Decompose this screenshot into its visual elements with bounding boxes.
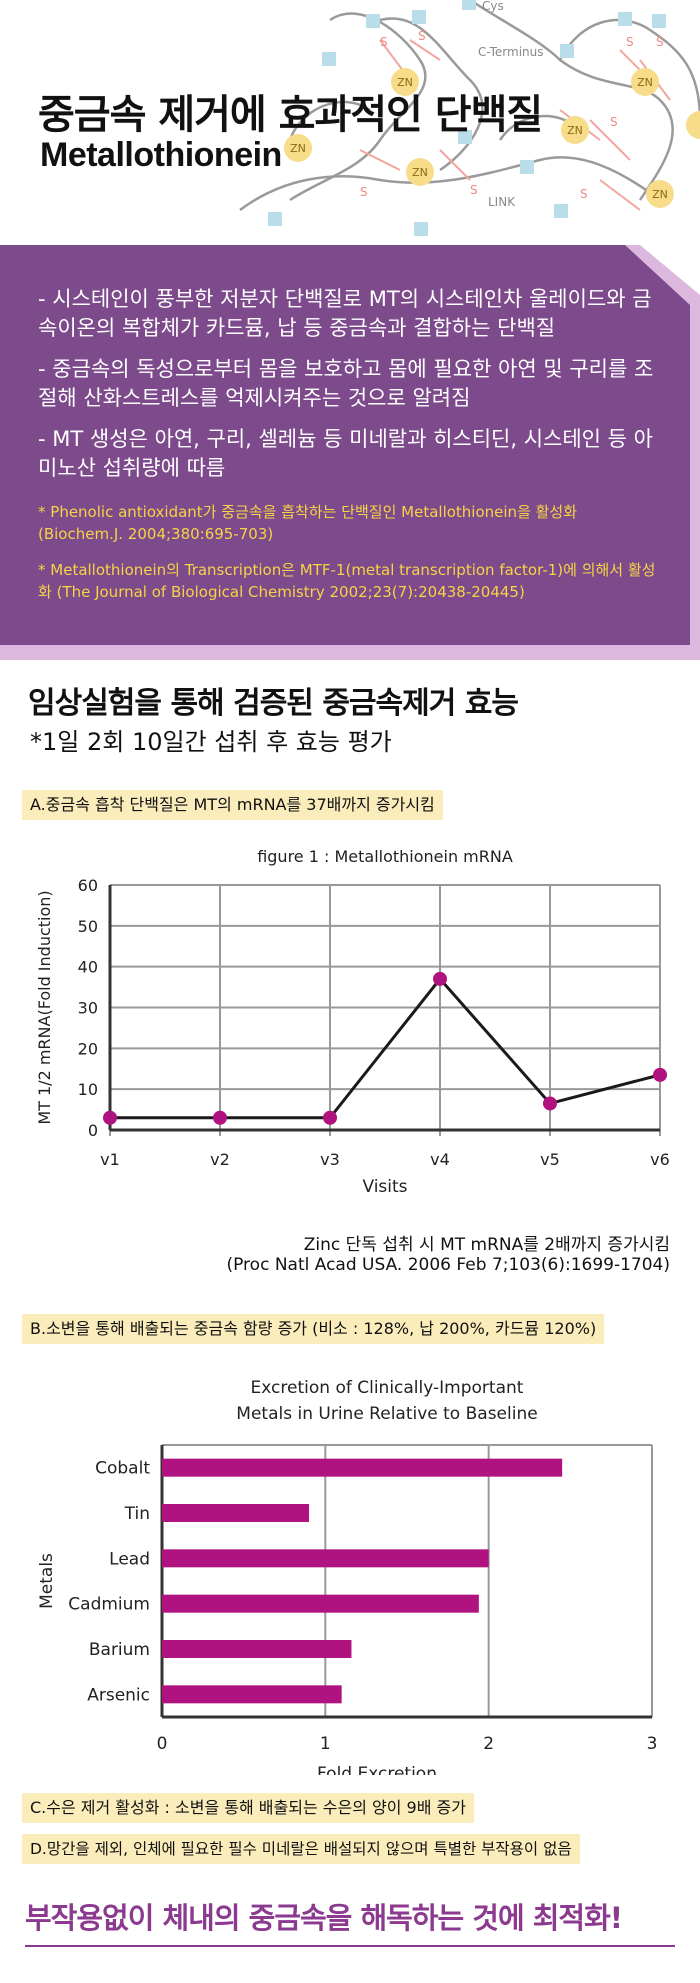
zn-label: ZN (652, 188, 668, 201)
c-terminus-label: C-Terminus (478, 45, 544, 59)
s-label: S (380, 35, 388, 49)
finding-badge-b: B.소변을 통해 배출되는 중금속 함량 증가 (비소 : 128%, 납 20… (22, 1314, 605, 1344)
zn-label: ZN (637, 76, 653, 89)
intro-bullet: - 중금속의 독성으로부터 몸을 보호하고 몸에 필요한 아연 및 구리를 조절… (38, 357, 654, 410)
data-point (433, 971, 447, 986)
zn-label: ZN (290, 142, 306, 155)
x-tick-label: v1 (100, 1150, 120, 1169)
zn-label: ZN (412, 166, 428, 179)
section-title: 임상실험을 통해 검증된 중금속제거 효능 (28, 686, 519, 721)
y-tick-label: Cadmium (68, 1595, 150, 1615)
mrna-line-chart: figure 1 : Metallothionein mRNA 0 10 20 30 40… (35, 847, 670, 1197)
y-axis-label: Metals (37, 1553, 57, 1609)
series-line (110, 976, 661, 1120)
finding-badge-a: A.중금속 흡착 단백질은 MT의 mRNA를 37배까지 증가시킴 (22, 790, 443, 820)
y-axis-label: MT 1/2 mRNA(Fold Induction) (35, 890, 54, 1124)
s-label: S (580, 187, 588, 201)
y-tick-label: Arsenic (87, 1685, 150, 1705)
y-tick-label: 50 (78, 917, 98, 936)
bar (162, 1685, 342, 1704)
link-label: LINK (488, 195, 516, 209)
chart-title: figure 1 : Metallothionein mRNA (257, 847, 513, 866)
y-tick-label: 20 (78, 1039, 98, 1058)
page-title: 중금속 제거에 효과적인 단백질 (38, 92, 543, 138)
cys-label: Cys (482, 0, 504, 13)
y-tick-label: Barium (89, 1640, 150, 1660)
closing-divider (25, 1945, 675, 1947)
reference-note: * Phenolic antioxidant가 중금속을 흡착하는 단백질인 M… (38, 503, 578, 543)
excretion-bar-chart: Excretion of Clinically-Important Metals … (37, 1378, 658, 1775)
molecule-structure-illustration: ZN ZN ZN ZN ZN ZN S S S S S S S S Cys C-… (239, 0, 700, 236)
zn-label: ZN (397, 76, 413, 89)
s-label: S (610, 115, 618, 129)
x-tick-label: 3 (647, 1734, 658, 1754)
data-point (653, 1067, 667, 1082)
x-tick-label: 2 (483, 1734, 494, 1754)
s-label: S (656, 35, 664, 49)
section-subtitle: *1일 2회 10일간 섭취 후 효능 평가 (30, 728, 392, 756)
x-axis-label: Visits (362, 1177, 407, 1197)
s-label: S (626, 35, 634, 49)
y-tick-label: Cobalt (95, 1459, 150, 1479)
data-point (103, 1110, 117, 1125)
zn-label: ZN (567, 124, 583, 137)
bar (162, 1549, 489, 1568)
bar (162, 1640, 352, 1658)
s-label: S (418, 29, 426, 43)
data-point (543, 1096, 557, 1111)
s-label: S (470, 183, 478, 197)
zinc-reference: (Proc Natl Acad USA. 2006 Feb 7;103(6):1… (226, 1255, 670, 1275)
x-tick-label: v6 (650, 1150, 670, 1169)
data-point (213, 1110, 227, 1125)
y-tick-label: 60 (78, 876, 98, 895)
intro-bullet: - MT 생성은 아연, 구리, 셀레늄 등 미네랄과 히스티딘, 시스테인 등… (38, 427, 653, 480)
x-tick-label: v2 (210, 1150, 230, 1169)
closing-tagline: 부작용없이 체내의 중금속을 해독하는 것에 최적화! (25, 1901, 623, 1935)
y-tick-label: 10 (78, 1080, 98, 1099)
bar (162, 1504, 309, 1522)
x-tick-label: 0 (157, 1734, 168, 1754)
x-tick-label: v5 (540, 1150, 560, 1169)
x-axis-label: Fold Excretion (317, 1764, 437, 1775)
reference-note: * Metallothionein의 Transcription은 MTF-1(… (38, 561, 656, 601)
data-point (323, 1110, 337, 1125)
y-tick-label: Lead (109, 1549, 150, 1569)
finding-badge-c: C.수은 제거 활성화 : 소변을 통해 배출되는 수은의 양이 9배 증가 (22, 1793, 474, 1823)
y-tick-label: 40 (78, 958, 98, 977)
page-subtitle: Metallothionein (40, 136, 282, 174)
x-tick-label: v4 (430, 1150, 450, 1169)
y-tick-label: 30 (78, 999, 98, 1018)
bar (162, 1594, 479, 1613)
y-tick-label: 0 (88, 1121, 98, 1140)
x-tick-label: v3 (320, 1150, 340, 1169)
y-tick-label: Tin (124, 1504, 150, 1524)
x-tick-label: 1 (320, 1734, 331, 1754)
intro-bullet: - 시스테인이 풍부한 저분자 단백질로 MT의 시스테인차 울레이드와 금속이… (38, 287, 652, 340)
bar (162, 1458, 563, 1477)
intro-panel: - 시스테인이 풍부한 저분자 단백질로 MT의 시스테인차 울레이드와 금속이… (0, 245, 700, 660)
zinc-note: Zinc 단독 섭취 시 MT mRNA를 2배까지 증가시킴 (303, 1235, 670, 1255)
s-label: S (360, 185, 368, 199)
chart-title: Metals in Urine Relative to Baseline (236, 1404, 537, 1424)
chart-title: Excretion of Clinically-Important (251, 1378, 524, 1398)
finding-badge-d: D.망간을 제외, 인체에 필요한 필수 미네랄은 배설되지 않으며 특별한 부… (22, 1834, 580, 1864)
hero-banner: ZN ZN ZN ZN ZN ZN S S S S S S S S Cys C-… (0, 0, 700, 250)
intro-panel-background (0, 245, 700, 660)
